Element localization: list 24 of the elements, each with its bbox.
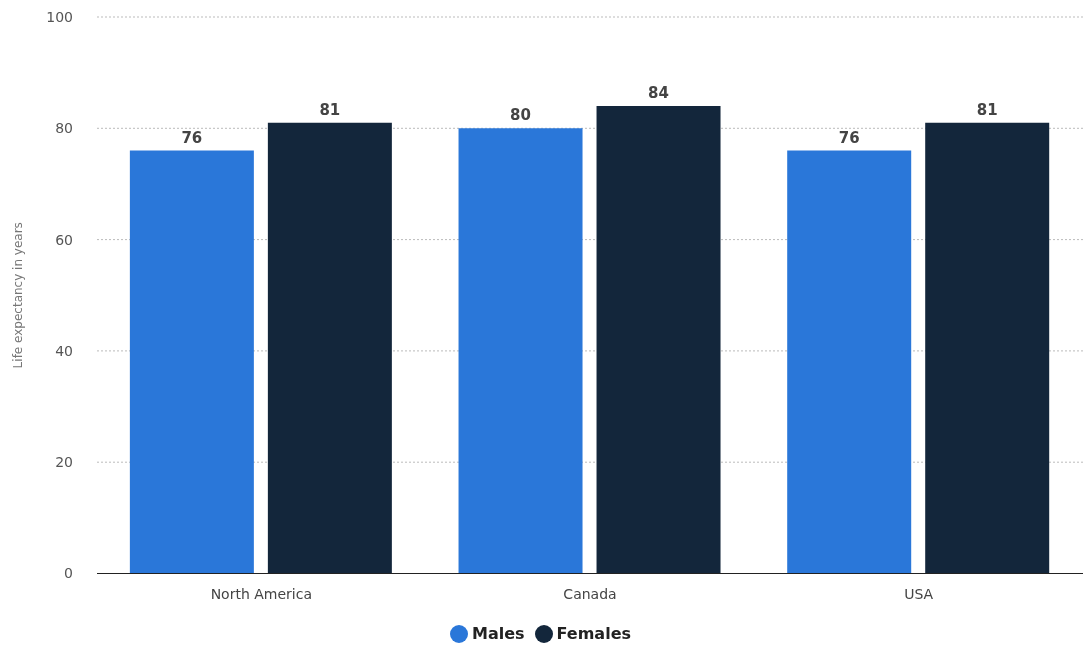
x-tick-label: North America xyxy=(210,586,313,603)
data-label: 80 xyxy=(510,106,531,125)
data-label: 81 xyxy=(319,100,341,119)
bar xyxy=(267,122,392,574)
y-tick-label: 60 xyxy=(55,231,73,248)
bar xyxy=(787,150,912,574)
data-label: 81 xyxy=(976,100,998,119)
y-tick-label: 20 xyxy=(55,454,73,471)
y-tick-label: 40 xyxy=(55,342,73,359)
y-tick-label: 100 xyxy=(46,8,73,25)
x-tick-label: Canada xyxy=(563,586,617,603)
data-label: 84 xyxy=(648,84,669,103)
data-label: 76 xyxy=(838,128,860,147)
x-tick-label: USA xyxy=(904,586,934,603)
legend-label: Males xyxy=(471,623,525,643)
data-label: 76 xyxy=(181,128,203,147)
y-tick-label: 80 xyxy=(55,120,73,137)
bar xyxy=(458,128,583,574)
bar xyxy=(596,106,721,574)
y-axis-title: Life expectancy in years xyxy=(11,222,26,369)
legend-label: Females xyxy=(556,623,632,643)
y-tick-label: 0 xyxy=(64,565,73,582)
bar xyxy=(129,150,254,574)
bar xyxy=(925,122,1050,574)
